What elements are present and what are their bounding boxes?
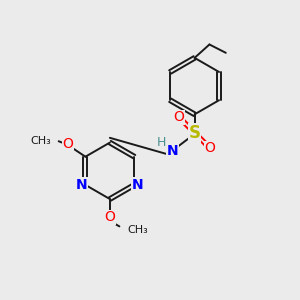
Text: O: O [104, 211, 115, 224]
Bar [134, 181, 142, 189]
Text: N: N [76, 178, 88, 192]
Bar [77, 181, 86, 189]
Bar [176, 114, 183, 121]
Bar [106, 214, 114, 221]
Text: N: N [132, 178, 144, 192]
Text: O: O [205, 141, 215, 155]
Bar [168, 147, 176, 155]
Text: CH₃: CH₃ [31, 136, 51, 146]
Text: N: N [167, 144, 178, 158]
Bar [190, 129, 199, 137]
Bar [64, 140, 72, 148]
Bar [206, 145, 214, 152]
Text: S: S [189, 124, 201, 142]
Text: O: O [63, 137, 74, 151]
Text: O: O [174, 110, 184, 124]
Text: CH₃: CH₃ [128, 225, 148, 235]
Text: H: H [156, 136, 166, 149]
